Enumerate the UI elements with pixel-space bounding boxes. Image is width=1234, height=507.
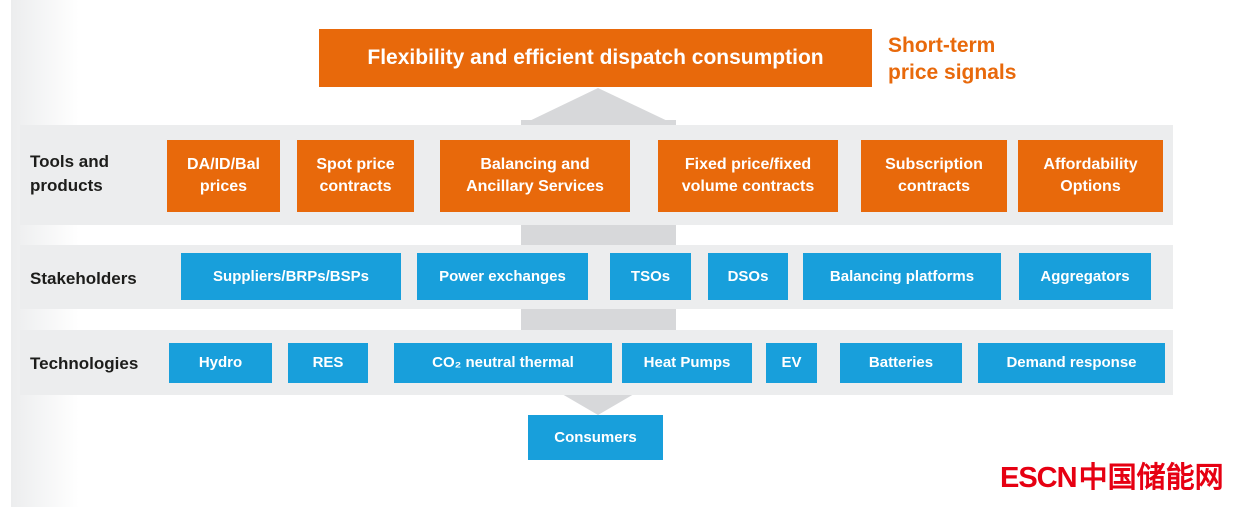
down-arrow-icon: [562, 394, 634, 415]
escn-logo-cjk: 中国储能网: [1078, 462, 1224, 494]
side-note-short-term-price-signals: Short-term price signals: [888, 34, 1017, 84]
box-affordability-options: Affordability Options: [1018, 140, 1163, 212]
escn-logo-latin: ESCN: [1000, 462, 1078, 494]
box-demand-response: Demand response: [978, 343, 1165, 383]
box-consumers: Consumers: [528, 415, 663, 460]
box-spot-price-contracts: Spot price contracts: [297, 140, 414, 212]
box-fixed-price-fixed-volume-contracts: Fixed price/fixed volume contracts: [658, 140, 838, 212]
banner-flexibility-dispatch: Flexibility and efficient dispatch consu…: [319, 29, 872, 87]
row-label-stakeholders: Stakeholders: [30, 269, 137, 288]
box-dsos: DSOs: [708, 253, 788, 300]
row-label-tools-and-products: Tools and products: [30, 152, 110, 195]
box-tsos: TSOs: [610, 253, 691, 300]
box-ev: EV: [766, 343, 817, 383]
box-co2-neutral-thermal: CO₂ neutral thermal: [394, 343, 612, 383]
box-res: RES: [288, 343, 368, 383]
box-power-exchanges: Power exchanges: [417, 253, 588, 300]
box-da-id-bal-prices: DA/ID/Bal prices: [167, 140, 280, 212]
box-hydro: Hydro: [169, 343, 272, 383]
box-heat-pumps: Heat Pumps: [622, 343, 752, 383]
escn-watermark-logo: ESCN中国储能网: [1000, 462, 1224, 494]
box-suppliers-brps-bsps: Suppliers/BRPs/BSPs: [181, 253, 401, 300]
box-batteries: Batteries: [840, 343, 962, 383]
box-balancing-platforms: Balancing platforms: [803, 253, 1001, 300]
box-aggregators: Aggregators: [1019, 253, 1151, 300]
up-arrow-icon: [521, 88, 676, 125]
box-subscription-contracts: Subscription contracts: [861, 140, 1007, 212]
row-label-technologies: Technologies: [30, 354, 139, 373]
box-balancing-ancillary-services: Balancing and Ancillary Services: [440, 140, 630, 212]
